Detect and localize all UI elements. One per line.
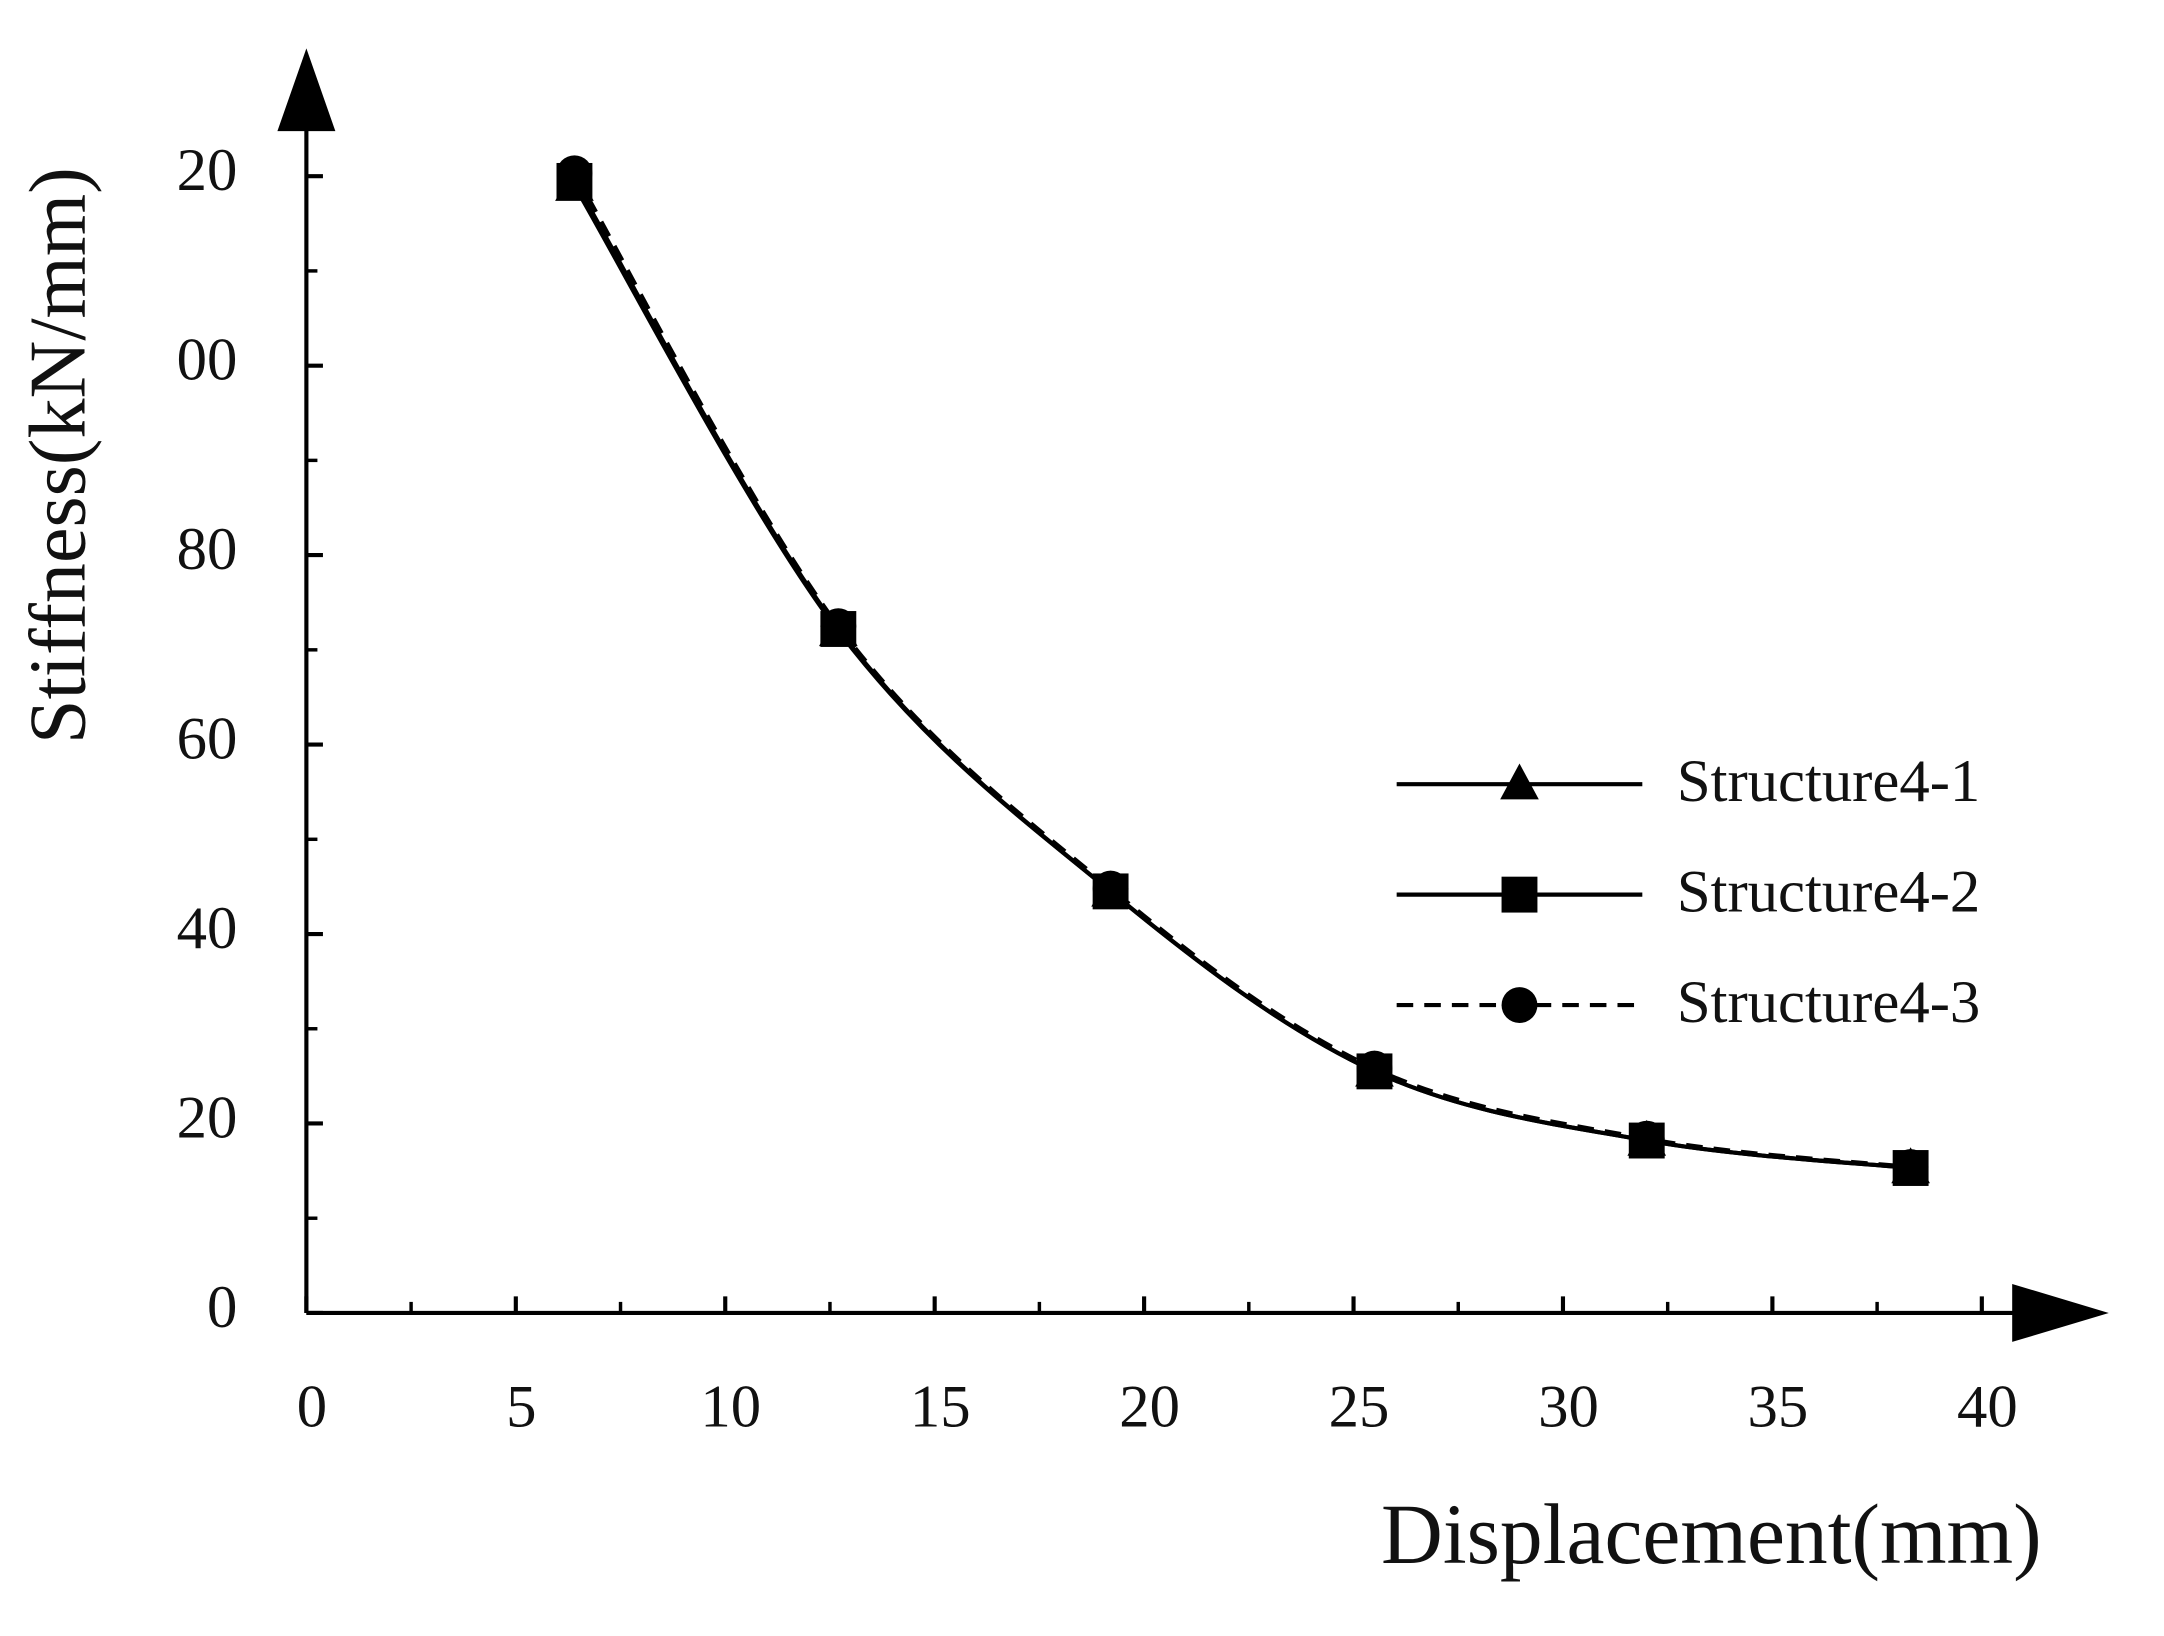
- legend-label: Structure4-1: [1677, 748, 1980, 815]
- y-tick-label: 80: [177, 516, 238, 583]
- marker-square: [1092, 873, 1129, 910]
- marker-square: [1892, 1150, 1929, 1186]
- x-tick-label: 30: [1538, 1373, 1599, 1440]
- marker-square: [1356, 1053, 1393, 1090]
- x-tick-label: 35: [1748, 1373, 1809, 1440]
- x-tick-label: 25: [1329, 1373, 1390, 1440]
- x-tick-label: 20: [1119, 1373, 1180, 1440]
- legend-label: Structure4-3: [1677, 969, 1980, 1036]
- marker-triangle: [1500, 763, 1539, 800]
- marker-square: [1628, 1122, 1665, 1159]
- x-axis-arrow: [2012, 1283, 2109, 1342]
- marker-square: [556, 162, 593, 199]
- y-tick-label: 20: [177, 137, 238, 204]
- marker-circle: [1501, 987, 1538, 1024]
- y-axis-arrow: [277, 48, 336, 132]
- legend-label: Structure4-2: [1677, 858, 1980, 925]
- y-tick-label: 40: [177, 895, 238, 962]
- y-tick-label: 0: [207, 1274, 237, 1341]
- marker-square: [1501, 876, 1538, 913]
- x-tick-label: 10: [700, 1373, 761, 1440]
- x-tick-label: 0: [297, 1373, 327, 1440]
- y-tick-label: 00: [177, 327, 238, 394]
- marker-square: [820, 611, 857, 647]
- x-axis-title: Displacement(mm): [1381, 1487, 2042, 1582]
- y-axis-title: Stiffness(kN/mm): [15, 167, 103, 744]
- y-tick-label: 60: [177, 705, 238, 772]
- x-tick-label: 40: [1957, 1373, 2018, 1440]
- axes: [304, 124, 2022, 1316]
- x-tick-label: 5: [506, 1373, 536, 1440]
- y-tick-label: 20: [177, 1084, 238, 1151]
- x-tick-label: 15: [910, 1373, 971, 1440]
